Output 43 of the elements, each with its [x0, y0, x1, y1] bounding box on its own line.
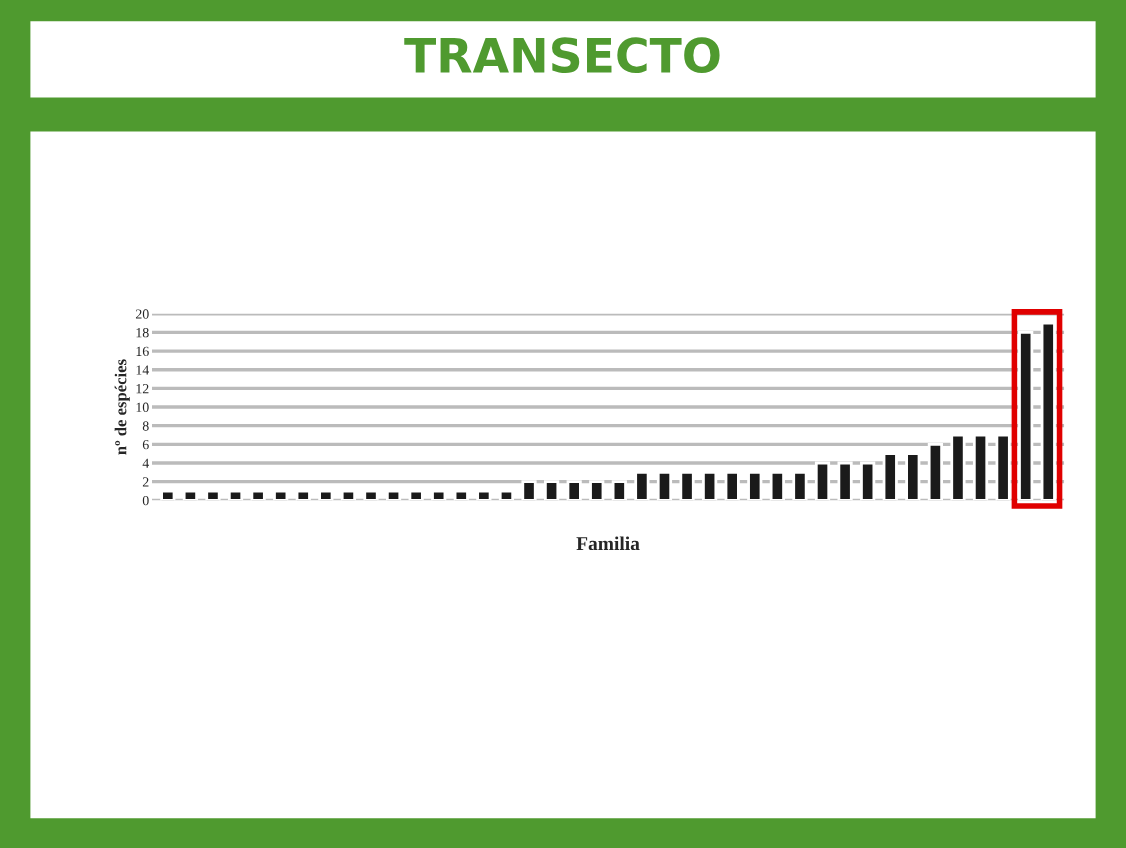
bar — [431, 489, 447, 501]
bar — [1040, 321, 1056, 501]
bar — [927, 442, 943, 501]
bar — [792, 470, 808, 501]
bar — [972, 433, 989, 501]
bar — [769, 470, 785, 501]
bar — [363, 489, 379, 501]
bar — [995, 433, 1011, 501]
chart-title: TRANSECTO — [404, 37, 720, 74]
bar — [295, 489, 311, 501]
bar — [589, 480, 605, 501]
bar — [860, 461, 876, 501]
bar — [521, 480, 537, 501]
bar — [837, 461, 853, 501]
bar — [544, 480, 560, 501]
bar — [227, 489, 244, 501]
bar — [724, 470, 740, 501]
bar — [340, 489, 357, 501]
bar — [747, 470, 763, 501]
bar — [611, 480, 627, 501]
bar — [205, 489, 221, 501]
bar — [656, 470, 673, 501]
bar — [476, 489, 492, 501]
bar — [453, 489, 469, 501]
bar — [814, 461, 831, 501]
bar — [882, 452, 898, 501]
bar — [905, 452, 921, 501]
bar — [318, 489, 334, 501]
x-axis-title: Familia — [576, 536, 640, 551]
bar — [950, 433, 966, 501]
bar — [160, 489, 176, 501]
bar — [250, 489, 266, 501]
y-axis-title: nº de espécies — [114, 359, 130, 455]
bar — [498, 489, 515, 501]
bar — [679, 470, 695, 501]
bar — [1018, 331, 1034, 501]
bar — [702, 470, 718, 501]
bar — [385, 489, 402, 501]
bar — [566, 480, 582, 501]
bar — [634, 470, 650, 501]
bar — [408, 489, 424, 501]
bar — [182, 489, 198, 501]
bar — [273, 489, 289, 501]
